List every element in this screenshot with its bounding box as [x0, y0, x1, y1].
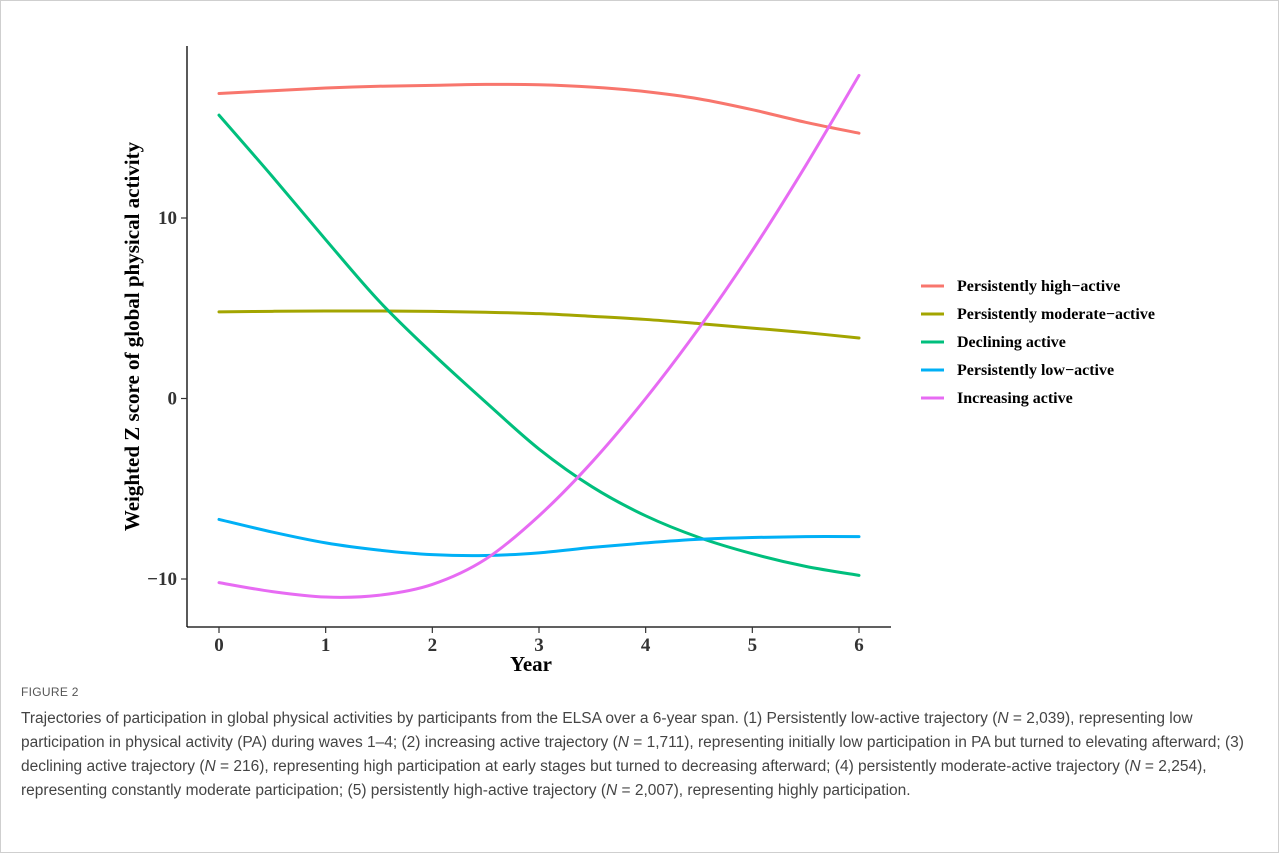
- series-line-declining-active: [217, 113, 861, 577]
- x-tick-label: 5: [748, 635, 758, 656]
- y-tick-label: −10: [147, 569, 177, 590]
- plot-area: [217, 73, 861, 599]
- x-tick-label: 1: [321, 635, 331, 656]
- y-axis: −10 0 10: [147, 46, 188, 627]
- x-tick-label: 2: [428, 635, 438, 656]
- trajectory-chart: −10 0 10 0 1 2 3 4 5 6 Year Weighted Z score of …: [120, 46, 1155, 676]
- series-line-persistently-moderate-active: [217, 309, 861, 340]
- legend: Persistently high−active Persistently mod…: [921, 278, 1155, 407]
- x-tick-label: 6: [854, 635, 864, 656]
- legend-label-persistently-low-active: Persistently low−active: [957, 362, 1114, 379]
- figure-caption: FIGURE 2 Trajectories of participation i…: [21, 685, 1261, 803]
- legend-label-persistently-high-active: Persistently high−active: [957, 278, 1120, 295]
- series-line-persistently-high-active: [217, 82, 861, 135]
- legend-label-persistently-moderate-active: Persistently moderate−active: [957, 306, 1155, 323]
- series-line-increasing-active: [217, 73, 861, 599]
- figure-label: FIGURE 2: [21, 685, 79, 699]
- series-line-persistently-low-active: [217, 517, 861, 558]
- x-tick-label: 4: [641, 635, 651, 656]
- legend-label-increasing-active: Increasing active: [957, 390, 1073, 407]
- legend-label-declining-active: Declining active: [957, 334, 1066, 351]
- y-axis-title: Weighted Z score of global physical acti…: [120, 141, 144, 531]
- x-tick-label: 0: [214, 635, 224, 656]
- y-tick-label: 10: [158, 208, 177, 229]
- figure-caption-text: Trajectories of participation in global …: [21, 710, 1244, 799]
- x-axis: 0 1 2 3 4 5 6: [187, 626, 891, 656]
- y-tick-label: 0: [168, 389, 178, 410]
- x-tick-label: 3: [534, 635, 544, 656]
- x-axis-title: Year: [510, 652, 552, 676]
